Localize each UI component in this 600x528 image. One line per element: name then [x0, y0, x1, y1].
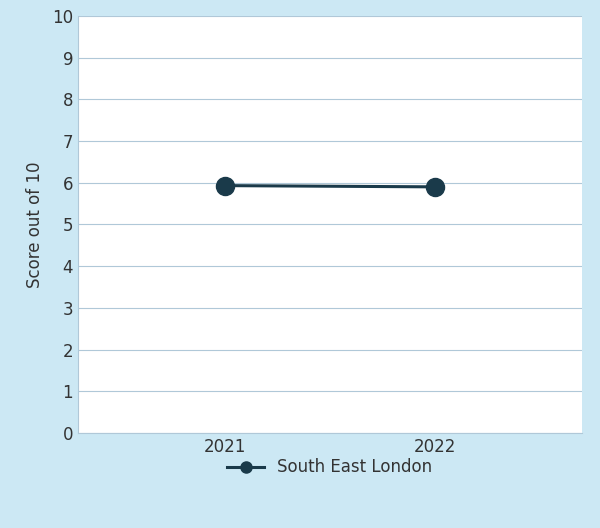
Legend: South East London: South East London: [221, 451, 439, 483]
Y-axis label: Score out of 10: Score out of 10: [26, 161, 44, 288]
